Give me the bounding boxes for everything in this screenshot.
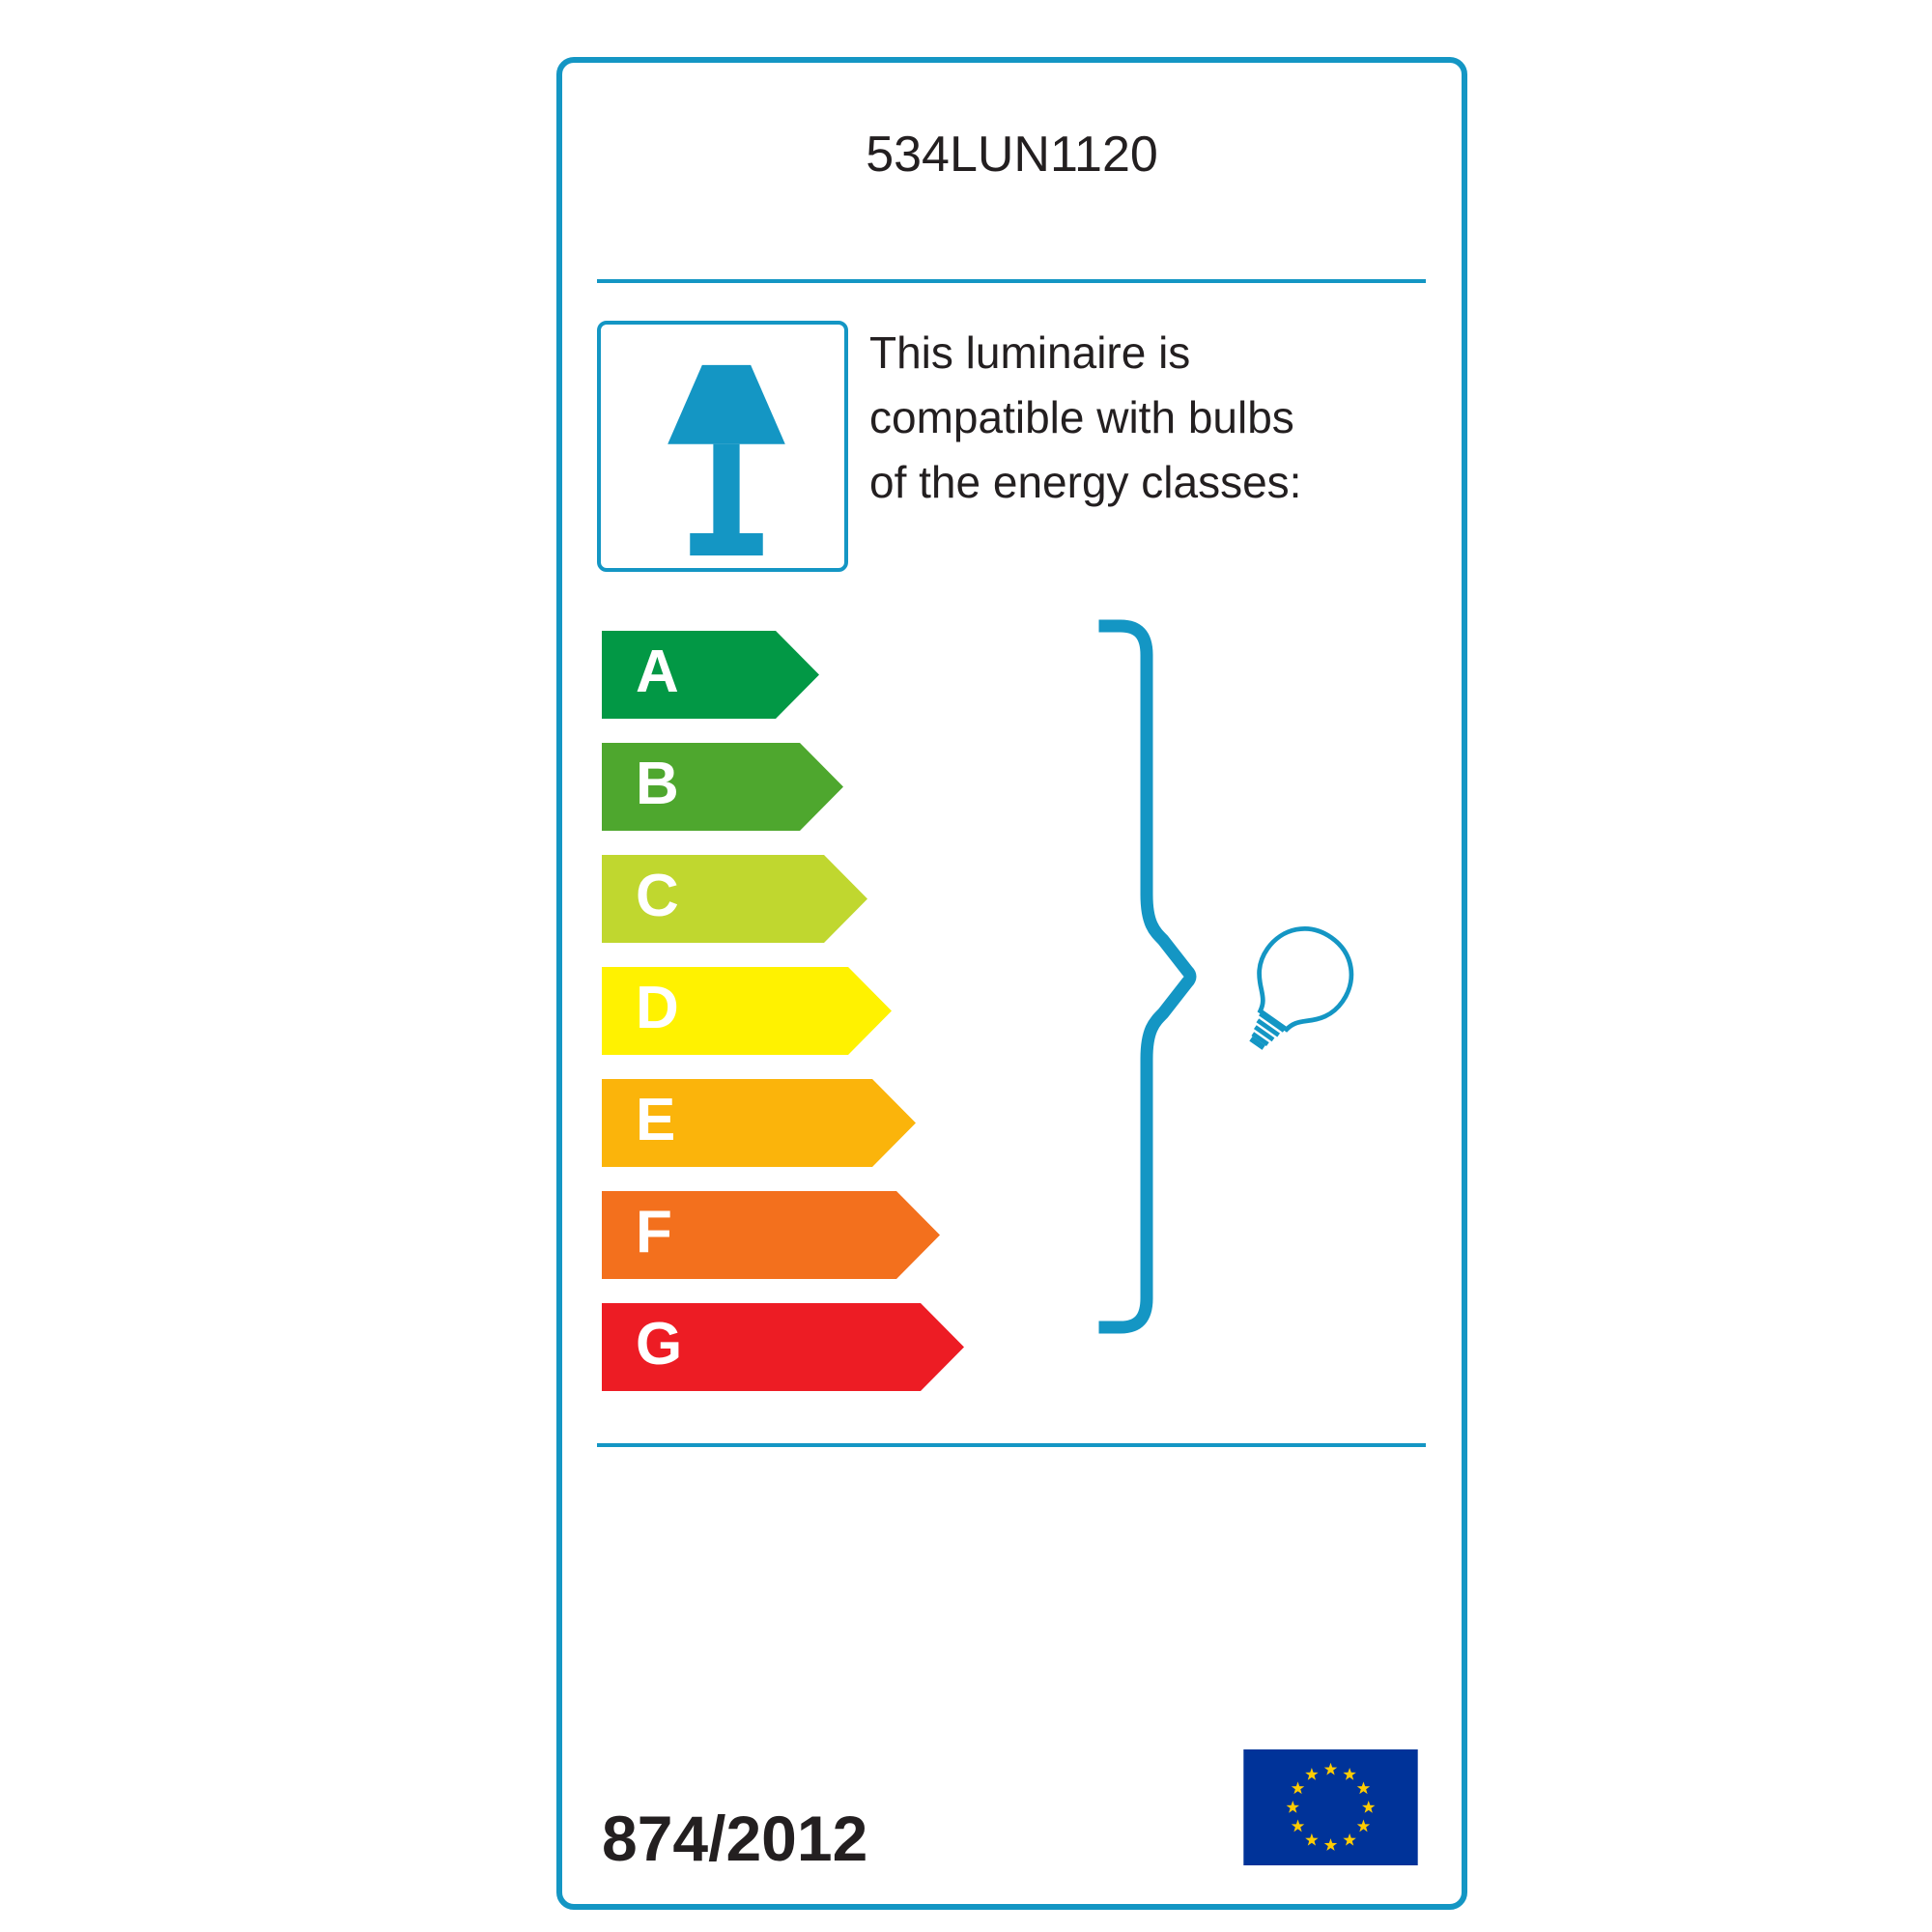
svg-text:F: F	[636, 1199, 672, 1265]
svg-text:C: C	[636, 863, 679, 929]
svg-text:E: E	[636, 1087, 675, 1153]
svg-text:G: G	[636, 1311, 682, 1378]
svg-text:B: B	[636, 751, 679, 817]
svg-text:A: A	[636, 639, 679, 705]
svg-text:D: D	[636, 975, 679, 1041]
